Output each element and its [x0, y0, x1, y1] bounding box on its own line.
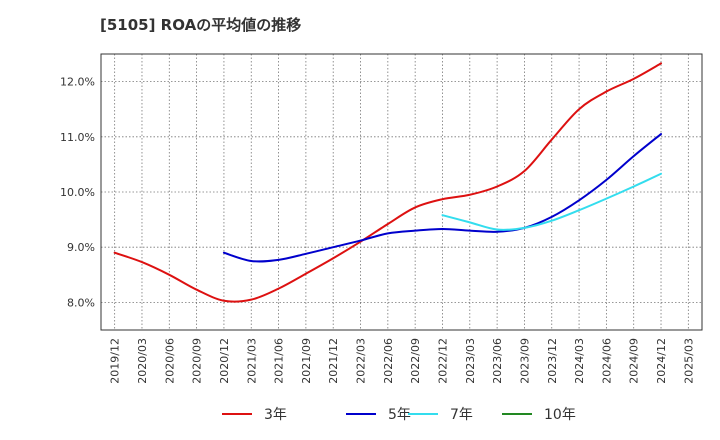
- x-tick-label: 2021/03: [245, 338, 258, 384]
- x-tick-label: 2019/12: [109, 338, 122, 384]
- series-line-0: [113, 62, 663, 303]
- x-tick-label: 2020/12: [218, 338, 231, 384]
- y-tick-label: 8.0%: [67, 296, 95, 309]
- x-tick-label: 2020/03: [136, 338, 149, 384]
- x-tick-label: 2021/09: [300, 338, 313, 384]
- x-tick-label: 2021/06: [273, 338, 286, 384]
- chart-title: [5105] ROAの平均値の推移: [100, 16, 302, 34]
- x-tick-label: 2024/06: [600, 338, 613, 384]
- x-tick-label: 2023/03: [464, 338, 477, 384]
- y-tick-label: 11.0%: [60, 131, 95, 144]
- x-tick-label: 2022/03: [355, 338, 368, 384]
- legend-label-3: 10年: [544, 407, 576, 423]
- x-tick-label: 2023/09: [518, 338, 531, 384]
- x-tick-label: 2022/09: [409, 338, 422, 384]
- y-tick-label: 9.0%: [67, 241, 95, 254]
- plot-frame: [100, 53, 703, 331]
- legend-label-1: 5年: [388, 407, 411, 423]
- x-tick-label: 2022/06: [382, 338, 395, 384]
- legend-label-2: 7年: [450, 407, 473, 423]
- x-tick-label: 2020/09: [191, 338, 204, 384]
- series-line-2: [441, 172, 663, 231]
- y-tick-label: 12.0%: [60, 76, 95, 89]
- x-tick-label: 2021/12: [327, 338, 340, 384]
- x-tick-label: 2024/09: [628, 338, 641, 384]
- plot-area: [101, 54, 702, 330]
- x-tick-label: 2020/06: [163, 338, 176, 384]
- x-tick-label: 2023/12: [546, 338, 559, 384]
- y-tick-label: 10.0%: [60, 186, 95, 199]
- x-tick-label: 2023/06: [491, 338, 504, 384]
- legend-label-0: 3年: [264, 407, 287, 423]
- x-tick-label: 2024/03: [573, 338, 586, 384]
- x-tick-label: 2025/03: [682, 338, 695, 384]
- series-line-1: [222, 133, 663, 263]
- x-tick-label: 2022/12: [436, 338, 449, 384]
- x-tick-label: 2024/12: [655, 338, 668, 384]
